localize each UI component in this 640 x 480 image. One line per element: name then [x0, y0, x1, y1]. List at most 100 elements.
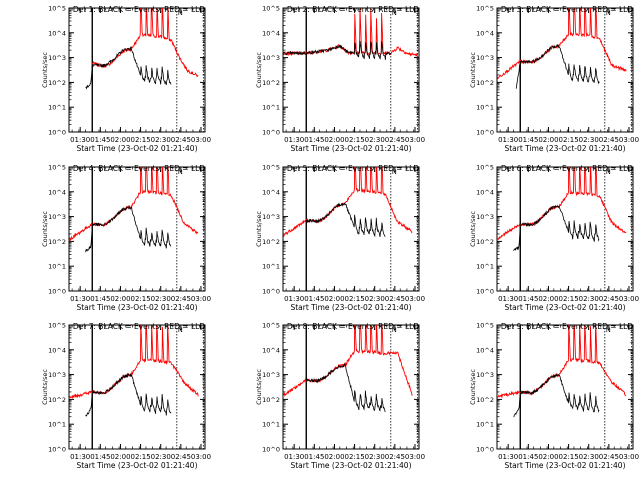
- y-tick-label: 10^0: [476, 288, 494, 296]
- y-tick-label: 10^1: [48, 104, 66, 112]
- x-tick-label: 01:30: [284, 136, 304, 144]
- series-group: [283, 8, 418, 60]
- y-tick-label: 10^0: [476, 446, 494, 454]
- x-axis-label: Start Time (23-Oct-02 01:21:40): [290, 144, 411, 153]
- panel-title: Det 4: BLACK = Events, RED = LLD: [73, 164, 205, 173]
- panel-title: Det 2: BLACK = Events, RED = LLD: [287, 5, 419, 14]
- y-tick-label: 10^4: [476, 29, 494, 37]
- x-tick-label: 01:45: [304, 295, 324, 303]
- x-tick-label: 02:30: [151, 295, 171, 303]
- detector-panel: 10^010^110^210^310^410^501:30 01:45 02:00 0…: [41, 322, 211, 471]
- x-tick-label: 02:15: [344, 295, 364, 303]
- x-tick-label: 02:15: [558, 136, 578, 144]
- plot-frame: [282, 324, 420, 450]
- y-tick-label: 10^2: [262, 396, 280, 404]
- y-tick-label: 10^1: [476, 421, 494, 429]
- x-tick-label: 03:00: [619, 136, 639, 144]
- x-tick-label: 02:00: [324, 295, 344, 303]
- y-tick-label: 10^2: [48, 79, 66, 87]
- x-tick-label: 02:15: [130, 136, 150, 144]
- y-tick-label: 10^1: [476, 263, 494, 271]
- x-tick-label: 02:45: [171, 453, 191, 461]
- y-tick-label: 10^5: [476, 164, 494, 172]
- x-tick-label: 02:00: [110, 453, 130, 461]
- y-tick-label: 10^5: [476, 5, 494, 13]
- marker-label: N: [178, 168, 183, 176]
- x-tick-label: 02:15: [344, 453, 364, 461]
- y-tick-label: 10^4: [262, 188, 280, 196]
- y-tick-label: 10^1: [262, 263, 280, 271]
- x-tick-label: 02:45: [171, 136, 191, 144]
- y-tick-label: 10^5: [48, 322, 66, 330]
- y-tick-label: 10^0: [262, 129, 280, 137]
- detector-panel: 10^010^110^210^310^410^501:30 01:45 02:00 0…: [469, 164, 639, 313]
- events-series-line: [85, 373, 172, 417]
- x-tick-label: 02:45: [171, 295, 191, 303]
- plot-frame: [496, 324, 634, 450]
- y-axis-label: Counts/sec: [469, 369, 477, 405]
- detector-panel: 10^010^110^210^310^410^501:30 01:45 02:00 0…: [41, 164, 211, 313]
- x-tick-label: 01:30: [498, 453, 518, 461]
- y-tick-label: 10^2: [48, 396, 66, 404]
- y-axis-label: Counts/sec: [255, 211, 263, 247]
- lld-series-line: [497, 8, 627, 79]
- events-series-line: [305, 363, 386, 413]
- marker-label: N: [606, 326, 611, 334]
- panel-title: Det 5: BLACK = Events, RED = LLD: [287, 164, 419, 173]
- y-tick-label: 10^5: [262, 5, 280, 13]
- x-tick-label: 02:00: [324, 136, 344, 144]
- y-tick-label: 10^0: [48, 129, 66, 137]
- plot-frame: [282, 166, 420, 292]
- plot-frame: [282, 7, 420, 133]
- events-series-line: [515, 43, 600, 89]
- x-axis-label: Start Time (23-Oct-02 01:21:40): [76, 303, 197, 312]
- x-tick-label: 02:00: [538, 453, 558, 461]
- y-tick-label: 10^4: [262, 346, 280, 354]
- x-axis-label: Start Time (23-Oct-02 01:21:40): [290, 303, 411, 312]
- x-axis-label: Start Time (23-Oct-02 01:21:40): [76, 461, 197, 470]
- x-tick-label: 01:45: [518, 453, 538, 461]
- lld-series-line: [69, 167, 199, 242]
- x-tick-label: 02:30: [151, 136, 171, 144]
- y-axis-label: Counts/sec: [41, 369, 49, 405]
- x-tick-label: 01:45: [304, 453, 324, 461]
- y-tick-label: 10^3: [262, 213, 280, 221]
- x-tick-label: 01:45: [518, 136, 538, 144]
- y-tick-label: 10^0: [48, 288, 66, 296]
- x-tick-label: 02:45: [599, 136, 619, 144]
- events-series-line: [306, 202, 386, 238]
- panel-title: Det 3: BLACK = Events, RED = LLD: [501, 5, 633, 14]
- x-tick-label: 01:30: [70, 136, 90, 144]
- lld-series-line: [497, 325, 627, 399]
- x-tick-label: 02:00: [324, 453, 344, 461]
- y-tick-label: 10^3: [262, 371, 280, 379]
- x-tick-label: 03:00: [405, 136, 425, 144]
- x-tick-label: 01:30: [70, 295, 90, 303]
- x-tick-label: 03:00: [191, 136, 211, 144]
- x-tick-label: 02:15: [130, 295, 150, 303]
- y-axis-label: Counts/sec: [41, 211, 49, 247]
- x-tick-label: 02:45: [385, 295, 405, 303]
- x-tick-label: 02:00: [538, 295, 558, 303]
- plot-frame: [68, 7, 206, 133]
- series-group: [497, 167, 627, 251]
- series-group: [69, 325, 199, 417]
- panel-title: Det 6: BLACK = Events, RED = LLD: [501, 164, 633, 173]
- y-tick-label: 10^0: [48, 446, 66, 454]
- plot-frame: [68, 324, 206, 450]
- events-series-line: [513, 373, 600, 418]
- y-tick-label: 10^4: [48, 346, 66, 354]
- marker-label: N: [178, 326, 183, 334]
- plot-frame: [68, 166, 206, 292]
- lld-series-line: [497, 167, 627, 241]
- x-tick-label: 02:30: [365, 136, 385, 144]
- x-tick-label: 02:15: [130, 453, 150, 461]
- x-tick-label: 02:15: [558, 295, 578, 303]
- x-tick-label: 01:30: [284, 453, 304, 461]
- y-tick-label: 10^2: [476, 79, 494, 87]
- x-tick-label: 02:30: [579, 453, 599, 461]
- x-axis-label: Start Time (23-Oct-02 01:21:40): [504, 144, 625, 153]
- series-group: [69, 167, 199, 253]
- y-tick-label: 10^1: [476, 104, 494, 112]
